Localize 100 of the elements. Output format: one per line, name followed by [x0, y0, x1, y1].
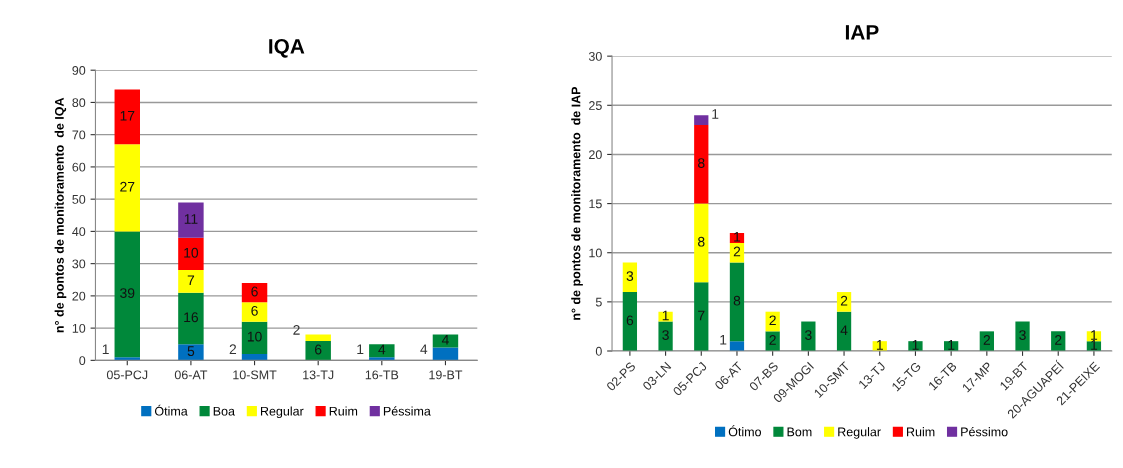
legend-label: Bom — [787, 427, 812, 437]
data-label: 4 — [441, 335, 449, 345]
data-label: 1 — [102, 344, 109, 354]
bar — [729, 341, 745, 351]
data-label: 1 — [734, 232, 741, 242]
y-tick-label: 40 — [72, 227, 86, 237]
y-tick-label: 0 — [595, 346, 602, 356]
bar — [432, 347, 459, 361]
bar — [369, 357, 395, 361]
data-label: 1 — [876, 340, 883, 350]
data-label: 7 — [187, 275, 195, 285]
data-label: 3 — [1019, 330, 1026, 340]
y-tick-label: 80 — [72, 98, 86, 108]
data-label: 10 — [247, 331, 262, 342]
legend-label: Regular — [838, 427, 881, 439]
bar — [729, 242, 745, 263]
data-label: 6 — [251, 305, 258, 316]
legend-label: Ótimo — [728, 425, 762, 437]
y-axis-title: n° de pontos de monitoramento de IAP — [571, 86, 583, 320]
bar — [114, 357, 140, 361]
data-label: 1 — [720, 335, 727, 345]
bar — [305, 334, 331, 342]
y-tick-label: 30 — [72, 259, 86, 269]
data-label: 6 — [251, 286, 258, 297]
legend-label: Ótima — [154, 404, 188, 416]
data-label: 11 — [184, 214, 198, 224]
data-label: 1 — [948, 340, 955, 350]
bar — [658, 321, 673, 351]
legend-label: Ruim — [907, 427, 935, 437]
bar — [694, 115, 709, 125]
y-tick-label: 90 — [72, 66, 86, 75]
bar — [114, 231, 140, 358]
y-tick-label: 0 — [79, 356, 86, 366]
bar — [241, 353, 268, 361]
legend-label: Péssimo — [961, 426, 1008, 437]
y-tick-label: 70 — [72, 130, 86, 140]
bar — [694, 282, 709, 351]
bar — [836, 311, 852, 351]
data-label: 2 — [733, 246, 741, 257]
data-label: 8 — [698, 158, 705, 168]
y-tick-label: 20 — [72, 291, 86, 301]
y-tick-label: 60 — [72, 162, 86, 172]
data-label: 2 — [769, 335, 776, 345]
y-tick-label: 30 — [588, 51, 602, 61]
data-label: 3 — [662, 330, 669, 340]
y-tick-label: 20 — [589, 150, 602, 160]
data-label: 2 — [769, 315, 776, 326]
data-label: 8 — [698, 236, 705, 247]
bar — [241, 282, 268, 303]
data-label: 2 — [840, 295, 848, 306]
bar — [622, 292, 638, 351]
x-tick-label: 16-TB — [365, 370, 399, 380]
data-label: 8 — [733, 295, 741, 306]
data-label: 6 — [626, 315, 634, 326]
bar — [694, 124, 709, 204]
bar — [836, 292, 852, 312]
bar — [369, 344, 395, 358]
y-tick-label: 50 — [72, 194, 86, 204]
bar — [178, 270, 204, 293]
bar — [694, 203, 709, 283]
data-label: 5 — [187, 346, 195, 357]
data-label: 1 — [1091, 340, 1098, 350]
bar — [729, 262, 745, 342]
data-label: 1 — [662, 310, 669, 321]
data-label: 2 — [229, 344, 237, 354]
x-tick-label: 13-TJ — [303, 370, 334, 380]
bar — [241, 302, 268, 322]
data-label: 6 — [315, 344, 322, 355]
data-label: 16 — [184, 312, 199, 323]
y-tick-label: 25 — [589, 101, 602, 110]
bar — [305, 341, 331, 361]
data-label: 4 — [420, 344, 428, 354]
x-tick-label: 05-PCJ — [106, 370, 148, 380]
data-label: 10 — [184, 247, 199, 258]
data-label: 3 — [626, 271, 634, 282]
y-tick-label: 10 — [589, 248, 602, 258]
bar — [178, 292, 204, 345]
bar — [241, 321, 268, 354]
legend-label: Boa — [213, 406, 235, 416]
y-axis-title: n° de pontos de monitoramento de IQA — [54, 97, 67, 333]
data-label: 1 — [357, 344, 364, 354]
bar — [658, 311, 673, 322]
bar — [178, 202, 204, 238]
data-label: 7 — [698, 310, 705, 321]
data-label: 1 — [912, 340, 919, 350]
data-label: 1 — [712, 109, 719, 119]
data-label: 2 — [983, 335, 990, 345]
data-label: 17 — [120, 110, 135, 121]
data-label: 4 — [840, 325, 848, 335]
bar — [1015, 321, 1030, 351]
x-tick-label: 10-SMT — [233, 370, 277, 380]
bar — [178, 237, 204, 271]
y-tick-label: 15 — [589, 199, 602, 209]
x-tick-label: 19-BT — [429, 370, 463, 380]
legend-label: Péssima — [383, 406, 431, 416]
bar — [178, 344, 204, 361]
bar — [114, 89, 140, 145]
legend-label: Regular — [260, 406, 304, 419]
legend-label: Ruim — [329, 406, 358, 416]
bar — [622, 262, 638, 293]
